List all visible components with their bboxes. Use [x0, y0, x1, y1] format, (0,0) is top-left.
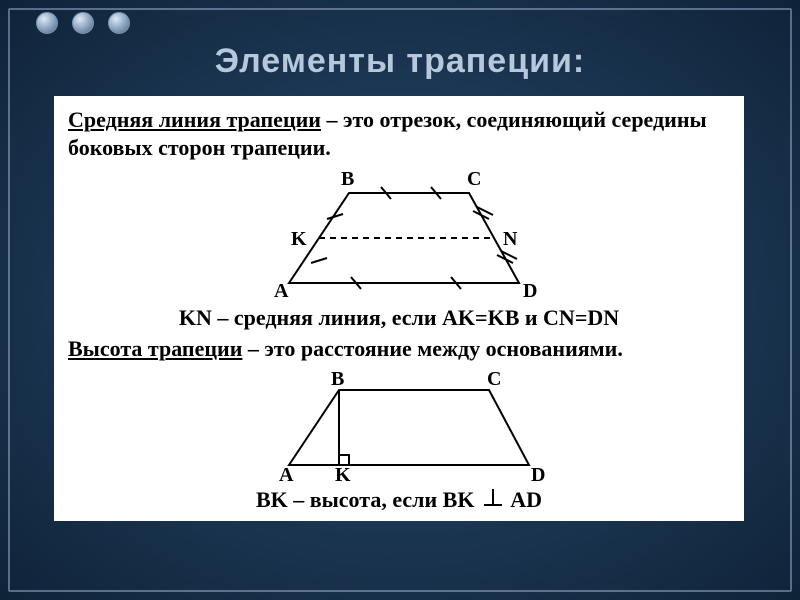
dot-icon [72, 12, 94, 34]
height-caption-prefix: BK – высота, если BK [256, 487, 475, 512]
midline-diagram: A B C D K N [219, 163, 579, 303]
midline-term: Средняя линия трапеции [68, 107, 321, 132]
height-def-text: – это расстояние между основаниями. [242, 336, 622, 361]
svg-text:A: A [274, 280, 289, 302]
svg-text:K: K [335, 464, 351, 485]
svg-text:C: C [467, 168, 481, 190]
svg-text:B: B [331, 368, 344, 390]
content-panel: Средняя линия трапеции – это отрезок, со… [54, 96, 744, 521]
dot-icon [36, 12, 58, 34]
midline-caption-cond: AK=KB и CN=DN [442, 305, 619, 330]
midline-caption-prefix: KN – средняя линия, если [179, 305, 442, 330]
height-caption: BK – высота, если BK AD [68, 487, 730, 513]
svg-text:D: D [531, 464, 545, 485]
perpendicular-icon [480, 487, 506, 509]
svg-text:C: C [487, 368, 501, 390]
dot-icon [108, 12, 130, 34]
midline-definition: Средняя линия трапеции – это отрезок, со… [68, 106, 730, 161]
decorative-dots [36, 12, 130, 34]
slide-root: Элементы трапеции: Средняя линия трапеци… [0, 0, 800, 600]
svg-text:D: D [523, 280, 537, 302]
height-definition: Высота трапеции – это расстояние между о… [68, 335, 730, 363]
midline-caption: KN – средняя линия, если AK=KB и CN=DN [68, 305, 730, 331]
slide-title: Элементы трапеции: [0, 42, 800, 81]
svg-text:B: B [341, 168, 354, 190]
height-caption-end: AD [510, 487, 542, 512]
height-diagram: A B C D K [219, 365, 579, 485]
svg-text:K: K [291, 228, 307, 250]
svg-text:N: N [503, 228, 518, 250]
svg-text:A: A [279, 464, 294, 485]
height-term: Высота трапеции [68, 336, 242, 361]
